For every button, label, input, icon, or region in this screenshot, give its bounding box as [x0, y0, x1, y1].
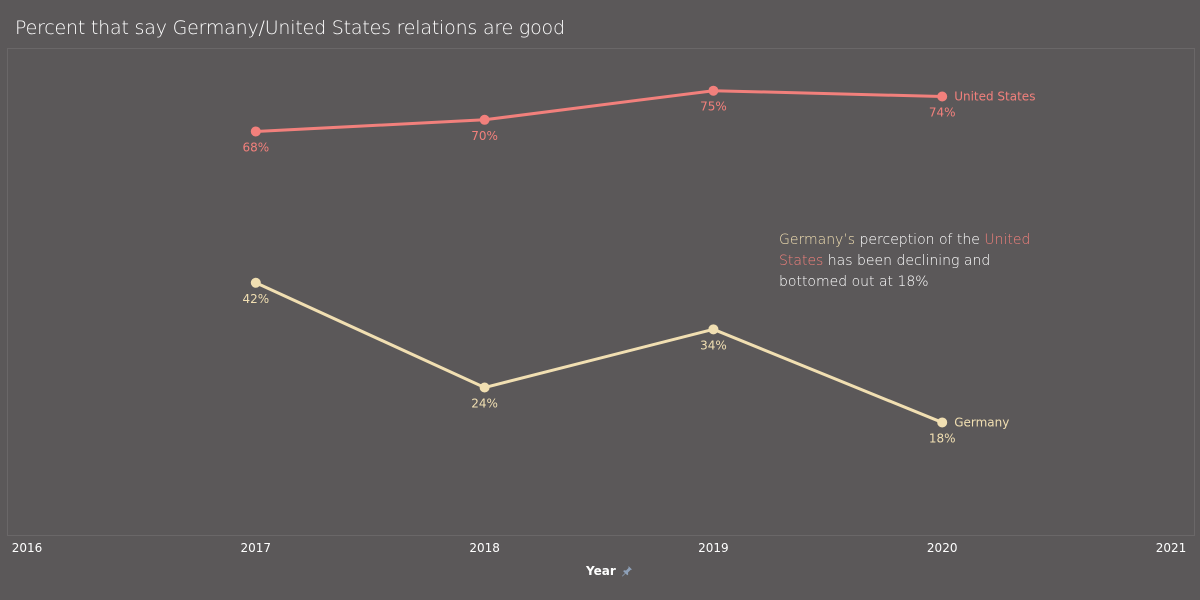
x-tick-label: 2018 — [469, 541, 500, 555]
x-tick-label: 2016 — [12, 541, 43, 555]
data-point-united-states — [708, 85, 719, 96]
data-label-germany: 18% — [929, 431, 956, 445]
annotation-germany: Germany’s — [779, 232, 856, 248]
chart-frame — [7, 48, 1195, 536]
x-tick-label: 2019 — [698, 541, 729, 555]
x-axis-title: Year — [586, 564, 633, 578]
annotation-united-states: United States — [779, 232, 1031, 269]
data-label-germany: 34% — [700, 338, 727, 352]
data-label-united-states: 75% — [700, 100, 727, 114]
x-tick-label: 2017 — [241, 541, 272, 555]
series-name-label-germany: Germany — [954, 415, 1009, 429]
series-name-label-united-states: United States — [954, 90, 1035, 104]
series-line-germany — [254, 281, 944, 424]
x-tick-label: 2021 — [1156, 541, 1187, 555]
data-point-united-states — [479, 114, 490, 125]
data-point-united-states — [937, 91, 948, 102]
data-point-germany — [250, 277, 261, 288]
data-label-united-states: 68% — [242, 140, 269, 154]
annotation-text-2: has been declining and bottomed out at 1… — [779, 253, 991, 290]
data-point-germany — [708, 324, 719, 335]
series-line-united-states — [254, 89, 944, 133]
data-label-germany: 42% — [242, 292, 269, 306]
chart-annotation: Germany’s perception of the United State… — [779, 230, 1049, 293]
data-label-united-states: 70% — [471, 129, 498, 143]
chart-title: Percent that say Germany/United States r… — [15, 17, 565, 39]
annotation-text-1: perception of the — [855, 232, 985, 248]
data-point-united-states — [250, 126, 261, 137]
data-point-germany — [937, 417, 948, 428]
data-point-germany — [479, 382, 490, 393]
x-tick-label: 2020 — [927, 541, 958, 555]
x-axis-label: Year — [586, 564, 616, 578]
data-label-united-states: 74% — [929, 106, 956, 120]
data-label-germany: 24% — [471, 397, 498, 411]
pin-icon[interactable] — [621, 565, 633, 577]
